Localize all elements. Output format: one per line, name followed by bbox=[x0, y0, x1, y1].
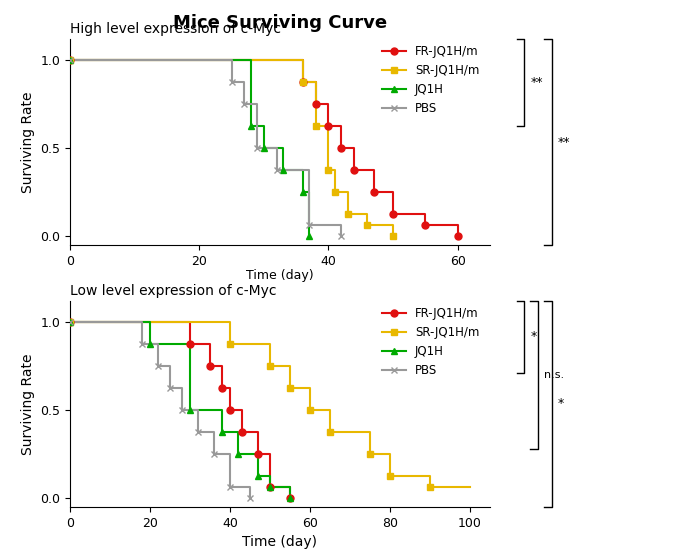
Text: Low level expression of c-Myc: Low level expression of c-Myc bbox=[70, 284, 276, 298]
Text: n.s.: n.s. bbox=[544, 370, 564, 380]
Text: *: * bbox=[558, 397, 564, 411]
Legend: FR-JQ1H/m, SR-JQ1H/m, JQ1H, PBS: FR-JQ1H/m, SR-JQ1H/m, JQ1H, PBS bbox=[377, 302, 484, 382]
Text: *: * bbox=[531, 330, 537, 343]
X-axis label: Time (day): Time (day) bbox=[242, 535, 318, 549]
Y-axis label: Surviving Rate: Surviving Rate bbox=[21, 353, 35, 455]
X-axis label: Time (day): Time (day) bbox=[246, 269, 314, 282]
Text: **: ** bbox=[558, 135, 570, 149]
Text: High level expression of c-Myc: High level expression of c-Myc bbox=[70, 22, 281, 36]
Text: **: ** bbox=[531, 76, 542, 89]
Legend: FR-JQ1H/m, SR-JQ1H/m, JQ1H, PBS: FR-JQ1H/m, SR-JQ1H/m, JQ1H, PBS bbox=[377, 41, 484, 120]
Y-axis label: Surviving Rate: Surviving Rate bbox=[21, 91, 35, 193]
Text: Mice Surviving Curve: Mice Surviving Curve bbox=[173, 14, 387, 32]
